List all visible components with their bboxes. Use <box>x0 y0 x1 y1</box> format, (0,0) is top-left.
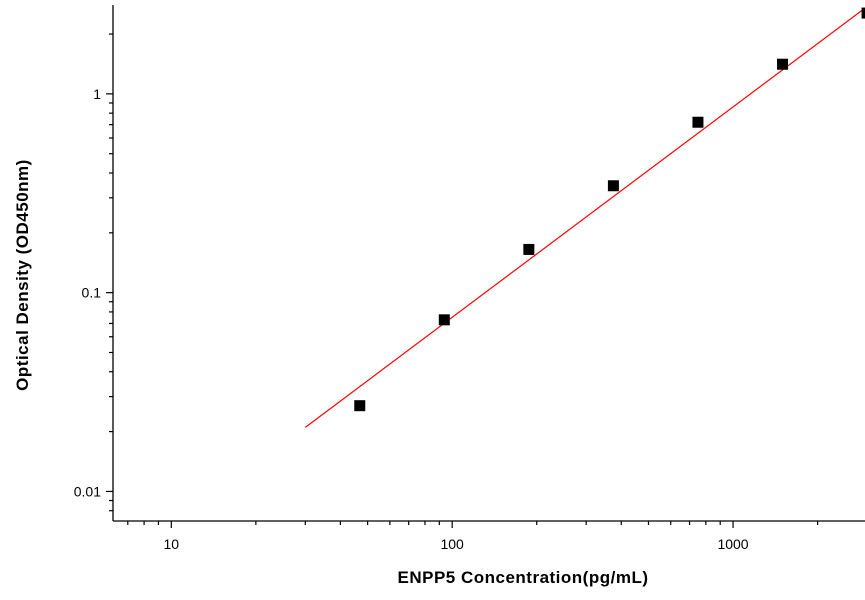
x-tick-label: 10 <box>164 536 180 552</box>
x-tick-label: 100 <box>440 536 464 552</box>
y-axis-title: Optical Density (OD450nm) <box>13 159 32 391</box>
data-point <box>438 314 450 326</box>
y-tick-label: 1 <box>93 86 101 102</box>
data-point <box>354 400 366 412</box>
data-point <box>692 116 704 128</box>
fit-line <box>304 7 865 428</box>
data-point <box>777 58 789 70</box>
data-point <box>861 7 865 19</box>
y-tick-label: 0.01 <box>74 483 101 499</box>
axes <box>112 5 865 522</box>
data-point <box>607 180 619 192</box>
axis-ticks: 10 100 1000 0.01 0.1 1 <box>74 33 819 552</box>
x-axis-title: ENPP5 Concentration(pg/mL) <box>397 568 648 587</box>
data-points <box>354 7 865 412</box>
data-point <box>523 243 535 255</box>
y-tick-label: 0.1 <box>82 285 102 301</box>
fit-line-layer <box>304 7 865 428</box>
x-tick-label: 1000 <box>717 536 748 552</box>
